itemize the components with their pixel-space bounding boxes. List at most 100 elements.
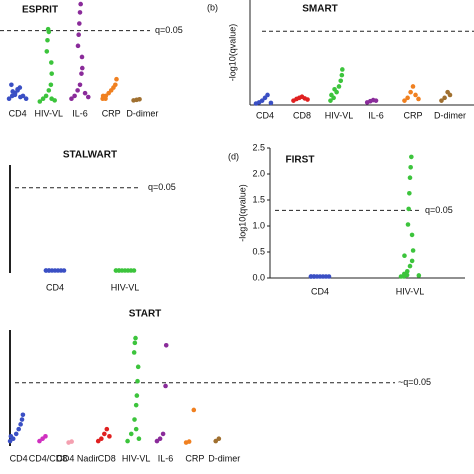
data-point (409, 232, 415, 238)
x-tick-label: CD4/CD8 (29, 453, 68, 463)
panel-label: (b) (207, 2, 218, 12)
data-point (407, 191, 412, 196)
data-point (99, 436, 104, 442)
data-point (191, 407, 197, 413)
data-point (447, 92, 453, 98)
data-point (46, 29, 52, 35)
data-point (329, 92, 334, 98)
data-point (408, 89, 413, 95)
x-tick-label: IL-6 (368, 110, 384, 120)
data-point (410, 84, 416, 89)
data-point (328, 98, 333, 103)
data-point (9, 82, 14, 88)
panel-title: ESPRIT (22, 5, 58, 16)
data-point (128, 431, 134, 437)
data-point (133, 402, 139, 408)
y-tick-label: 1.5 (252, 194, 265, 204)
data-point (72, 93, 77, 99)
data-point (23, 96, 29, 102)
data-point (76, 32, 81, 37)
data-point (406, 206, 411, 212)
x-tick-label: HIV-VL (396, 286, 425, 296)
data-point (10, 89, 16, 94)
data-point (160, 431, 166, 437)
x-tick-label: IL-6 (158, 453, 174, 463)
data-point (259, 98, 265, 103)
data-point (407, 175, 413, 180)
panel-title: START (129, 309, 162, 320)
data-point (114, 76, 119, 82)
y-tick-label: 2.0 (252, 168, 265, 178)
x-tick-label: CRP (403, 110, 422, 120)
data-point (15, 86, 20, 92)
panel-title: FIRST (286, 155, 315, 166)
data-point (373, 98, 379, 103)
data-point (79, 54, 85, 60)
data-point (439, 98, 444, 103)
data-point (135, 378, 140, 384)
data-point (77, 82, 83, 88)
data-point (19, 417, 25, 422)
data-point (116, 268, 122, 273)
data-point (409, 154, 414, 160)
data-point (40, 96, 46, 102)
data-point (268, 100, 274, 106)
x-tick-label: HIV-VL (35, 108, 64, 118)
data-point (77, 21, 82, 26)
data-point (163, 383, 168, 389)
x-tick-label: D-dimer (208, 453, 240, 463)
data-point (113, 82, 118, 88)
data-point (49, 71, 55, 76)
data-point (137, 96, 142, 102)
data-point (85, 94, 91, 100)
data-point (69, 96, 74, 102)
data-point (332, 87, 337, 92)
data-point (44, 49, 50, 54)
data-point (75, 43, 81, 49)
data-point (18, 422, 23, 427)
data-point (131, 268, 137, 273)
data-point (402, 98, 407, 103)
data-point (336, 84, 342, 89)
x-tick-label: CRP (102, 108, 121, 118)
data-point (407, 263, 413, 269)
data-point (79, 71, 84, 76)
y-tick-label: 2.5 (252, 142, 265, 152)
data-point (18, 94, 23, 100)
data-point (7, 438, 13, 444)
data-point (102, 431, 107, 437)
x-tick-label: CRP (185, 453, 204, 463)
threshold-label: q=0.05 (425, 205, 453, 215)
y-axis-label: -log10(qvalue) (237, 184, 247, 242)
data-point (43, 93, 49, 99)
data-point (95, 438, 101, 444)
y-axis-label: -log10(qvalue) (227, 24, 237, 82)
data-point (107, 434, 112, 439)
x-tick-label: CD8 (98, 453, 116, 463)
x-tick-label: IL-6 (72, 108, 88, 118)
x-tick-label: CD4 (46, 282, 64, 292)
data-point (133, 335, 138, 341)
data-point (340, 67, 345, 72)
data-point (442, 95, 447, 101)
threshold-label: ~q=0.05 (398, 377, 431, 387)
data-point (404, 272, 410, 278)
data-point (12, 92, 18, 98)
data-point (409, 258, 415, 264)
data-point (416, 273, 422, 278)
data-point (43, 434, 48, 439)
data-point (305, 97, 310, 102)
data-point (82, 90, 88, 96)
data-point (408, 165, 413, 170)
threshold-label: q=0.05 (155, 25, 183, 35)
data-point (265, 92, 270, 98)
data-point (416, 96, 421, 102)
threshold-label: q=0.05 (148, 182, 176, 192)
x-tick-label: CD4 (9, 108, 27, 118)
x-tick-label: HIV-VL (111, 282, 140, 292)
data-point (404, 269, 410, 274)
data-point (49, 60, 54, 65)
data-point (37, 438, 42, 444)
data-point (131, 350, 137, 355)
